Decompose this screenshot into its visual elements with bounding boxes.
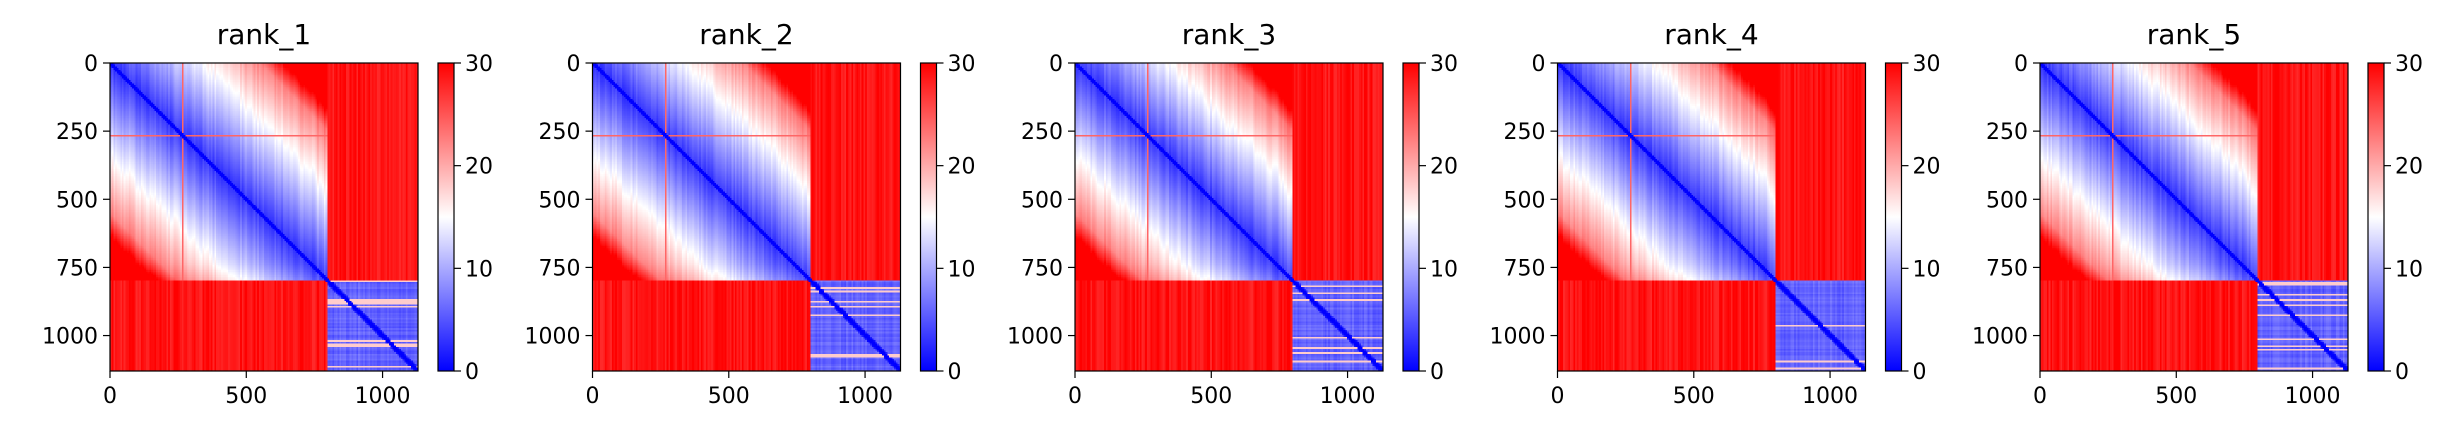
panel-title: rank_5	[2147, 18, 2241, 51]
x-tick-label: 0	[1551, 384, 1565, 409]
y-tick-label: 0	[1049, 52, 1063, 77]
x-tick-label: 500	[225, 384, 267, 409]
heatmap-image	[592, 63, 901, 371]
heatmap-panel-2: rank_2 0 250 500 750 1000 0 500 1000 0 10 20 30	[525, 18, 976, 409]
x-tick-label: 500	[1190, 384, 1232, 409]
colorbar-tick-label: 10	[2395, 257, 2423, 282]
colorbar	[919, 62, 938, 372]
heatmap-panel-3: rank_3 0 250 500 750 1000 0 500 1000 0 10 20 30	[1007, 18, 1458, 409]
y-tick-label: 750	[1021, 256, 1063, 281]
panel-title: rank_1	[217, 18, 311, 51]
colorbar-tick-label: 30	[1430, 52, 1458, 77]
y-tick-label: 500	[1986, 188, 2028, 213]
colorbar-tick-label: 0	[465, 360, 479, 385]
y-tick-label: 500	[1504, 188, 1546, 213]
y-tick-label: 0	[84, 52, 98, 77]
colorbar-tick-label: 30	[1913, 52, 1941, 77]
y-tick-label: 1000	[1490, 325, 1546, 350]
x-tick-label: 1000	[2285, 384, 2341, 409]
colorbar-tick-label: 20	[948, 155, 976, 180]
x-tick-label: 1000	[1802, 384, 1858, 409]
x-tick-label: 500	[1673, 384, 1715, 409]
heatmap-image	[1075, 63, 1383, 371]
panel-title: rank_4	[1664, 18, 1758, 51]
colorbar-tick-label: 0	[2395, 360, 2409, 385]
y-tick-label: 1000	[42, 325, 98, 350]
y-tick-label: 1000	[1007, 325, 1063, 350]
colorbar-tick-label: 30	[948, 52, 976, 77]
axes-frame	[2039, 62, 2349, 372]
colorbar-tick-label: 30	[465, 52, 493, 77]
axes-frame	[1556, 62, 1867, 372]
colorbar	[2367, 62, 2385, 372]
x-tick-label: 0	[1068, 384, 1082, 409]
y-tick-label: 750	[1504, 256, 1546, 281]
y-tick-label: 500	[539, 188, 581, 213]
x-tick-label: 0	[103, 384, 117, 409]
y-tick-label: 250	[1021, 120, 1063, 145]
x-tick-label: 1000	[355, 384, 411, 409]
colorbar-tick-label: 20	[1913, 155, 1941, 180]
y-tick-label: 0	[1532, 52, 1546, 77]
y-tick-label: 250	[1986, 120, 2028, 145]
y-tick-label: 1000	[525, 325, 581, 350]
y-tick-label: 250	[1504, 120, 1546, 145]
colorbar-tick-label: 10	[465, 257, 493, 282]
y-tick-label: 250	[539, 120, 581, 145]
axes-frame	[1074, 62, 1384, 372]
colorbar-tick-label: 10	[948, 257, 976, 282]
colorbar-tick-label: 10	[1913, 257, 1941, 282]
x-tick-label: 500	[708, 384, 750, 409]
y-tick-label: 750	[1986, 256, 2028, 281]
x-tick-label: 1000	[1320, 384, 1376, 409]
colorbar-tick-label: 0	[1913, 360, 1927, 385]
axes-frame	[591, 62, 902, 372]
panel-title: rank_2	[699, 18, 793, 51]
y-tick-label: 0	[567, 52, 581, 77]
y-tick-label: 500	[56, 188, 98, 213]
x-tick-label: 0	[2033, 384, 2047, 409]
colorbar	[437, 62, 455, 372]
axes-frame	[109, 62, 419, 372]
colorbar-tick-label: 20	[1430, 155, 1458, 180]
y-tick-label: 0	[2014, 52, 2028, 77]
heatmap-image	[110, 63, 418, 371]
y-tick-label: 750	[56, 256, 98, 281]
colorbar-tick-label: 20	[465, 155, 493, 180]
x-tick-label: 500	[2155, 384, 2197, 409]
x-tick-label: 0	[586, 384, 600, 409]
colorbar-tick-label: 30	[2395, 52, 2423, 77]
x-tick-label: 1000	[837, 384, 893, 409]
colorbar	[1402, 62, 1420, 372]
colorbar-tick-label: 20	[2395, 155, 2423, 180]
colorbar-tick-label: 10	[1430, 257, 1458, 282]
y-tick-label: 250	[56, 120, 98, 145]
heatmap-panel-1: rank_1 0 250 500 750 1000 0 500 1000 0 10 20 30	[42, 18, 493, 409]
y-tick-label: 750	[539, 256, 581, 281]
colorbar-tick-label: 0	[948, 360, 962, 385]
y-tick-label: 500	[1021, 188, 1063, 213]
colorbar-tick-label: 0	[1430, 360, 1444, 385]
heatmap-image	[1557, 63, 1866, 371]
panel-title: rank_3	[1182, 18, 1276, 51]
heatmap-panel-5: rank_5 0 250 500 750 1000 0 500 1000 0 10 20 30	[1972, 18, 2423, 409]
y-tick-label: 1000	[1972, 325, 2028, 350]
heatmap-image	[2040, 63, 2348, 371]
heatmap-panel-4: rank_4 0 250 500 750 1000 0 500 1000 0 10 20 30	[1490, 18, 1941, 409]
colorbar	[1884, 62, 1903, 372]
